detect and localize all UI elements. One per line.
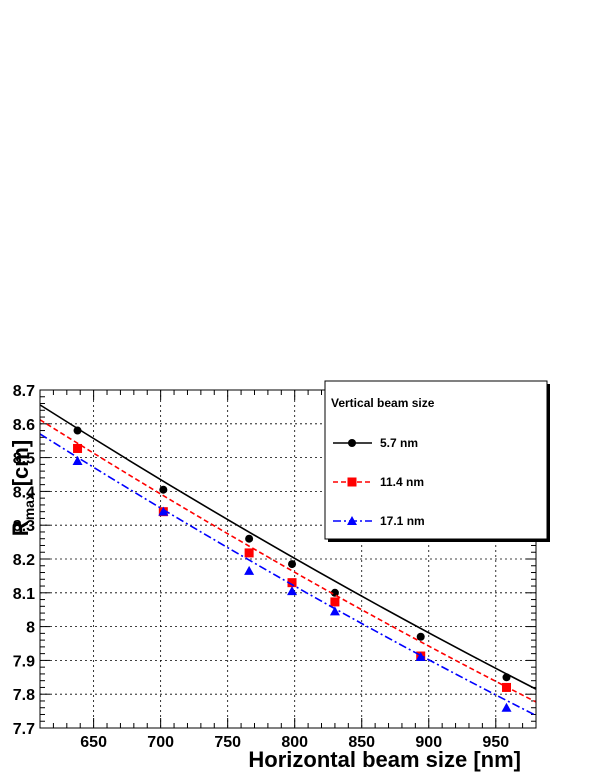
x-tick-label: 800 — [281, 734, 308, 751]
x-tick-label: 650 — [80, 734, 107, 751]
data-point — [287, 586, 298, 596]
x-tick-label: 950 — [482, 734, 509, 751]
series-group — [39, 404, 537, 717]
data-point — [73, 443, 83, 453]
x-tick-label: 900 — [415, 734, 442, 751]
y-axis-title-subscript: max — [21, 492, 37, 520]
y-tick-label: 8.7 — [13, 383, 35, 400]
axis-ticks — [40, 389, 536, 729]
data-point — [501, 702, 512, 712]
legend-entry: 5.7 nm — [333, 436, 418, 450]
data-point — [244, 548, 254, 558]
y-tick-label: 8 — [26, 620, 35, 637]
legend-label: 5.7 nm — [380, 436, 418, 450]
legend-title: Vertical beam size — [331, 396, 435, 410]
data-point — [287, 578, 297, 588]
data-point — [288, 560, 297, 569]
plot-frame — [39, 389, 537, 729]
y-tick-label: 7.9 — [13, 653, 35, 670]
fit-line — [39, 419, 537, 703]
data-point — [502, 673, 511, 682]
series-2 — [39, 433, 537, 717]
y-axis-title-main: R — [8, 520, 33, 536]
data-point — [72, 455, 83, 465]
data-point — [159, 485, 168, 494]
fit-line — [39, 404, 537, 690]
y-axis-title-unit: [cm] — [8, 440, 33, 486]
y-tick-label: 7.8 — [13, 687, 35, 704]
legend-entry: 11.4 nm — [333, 475, 424, 489]
y-tick-label: 8.4 — [13, 484, 35, 501]
data-point — [158, 506, 169, 516]
legend-entry: 17.1 nm — [333, 514, 425, 528]
x-axis-title: Horizontal beam size [nm] — [248, 747, 521, 772]
data-point — [73, 426, 82, 435]
legend: Vertical beam size 5.7 nm 11.4 nm 17.1 nm — [324, 380, 550, 542]
legend-box — [324, 380, 548, 540]
data-point — [415, 652, 426, 662]
legend-marker — [347, 477, 357, 487]
legend-marker — [347, 516, 357, 525]
y-tick-label: 8.5 — [13, 451, 35, 468]
y-tick-label: 8.6 — [13, 417, 35, 434]
data-point — [330, 588, 339, 597]
tick-labels: 650 700 750 800 850 900 950 7.7 7.8 7.9 8 8.1 8.2 8.3… — [13, 383, 509, 751]
data-point — [416, 632, 425, 641]
x-tick-label: 850 — [348, 734, 375, 751]
svg-text:Rmax[cm]: Rmax [cm] — [8, 440, 37, 536]
legend-marker — [348, 439, 356, 447]
x-tick-label: 700 — [147, 734, 174, 751]
y-tick-label: 7.7 — [13, 721, 35, 738]
data-point — [329, 606, 340, 616]
legend-label: 11.4 nm — [380, 475, 424, 489]
y-tick-label: 8.3 — [13, 518, 35, 535]
y-tick-label: 8.2 — [13, 552, 35, 569]
y-axis-title: Rmax [cm] — [8, 440, 37, 536]
data-point — [502, 682, 512, 692]
x-tick-label: 750 — [214, 734, 241, 751]
data-point — [245, 534, 254, 543]
data-point — [330, 597, 340, 607]
data-point — [244, 565, 255, 575]
series-0 — [39, 404, 537, 690]
legend-label: 17.1 nm — [380, 514, 425, 528]
y-tick-label: 8.1 — [13, 586, 35, 603]
fit-line — [39, 433, 537, 717]
